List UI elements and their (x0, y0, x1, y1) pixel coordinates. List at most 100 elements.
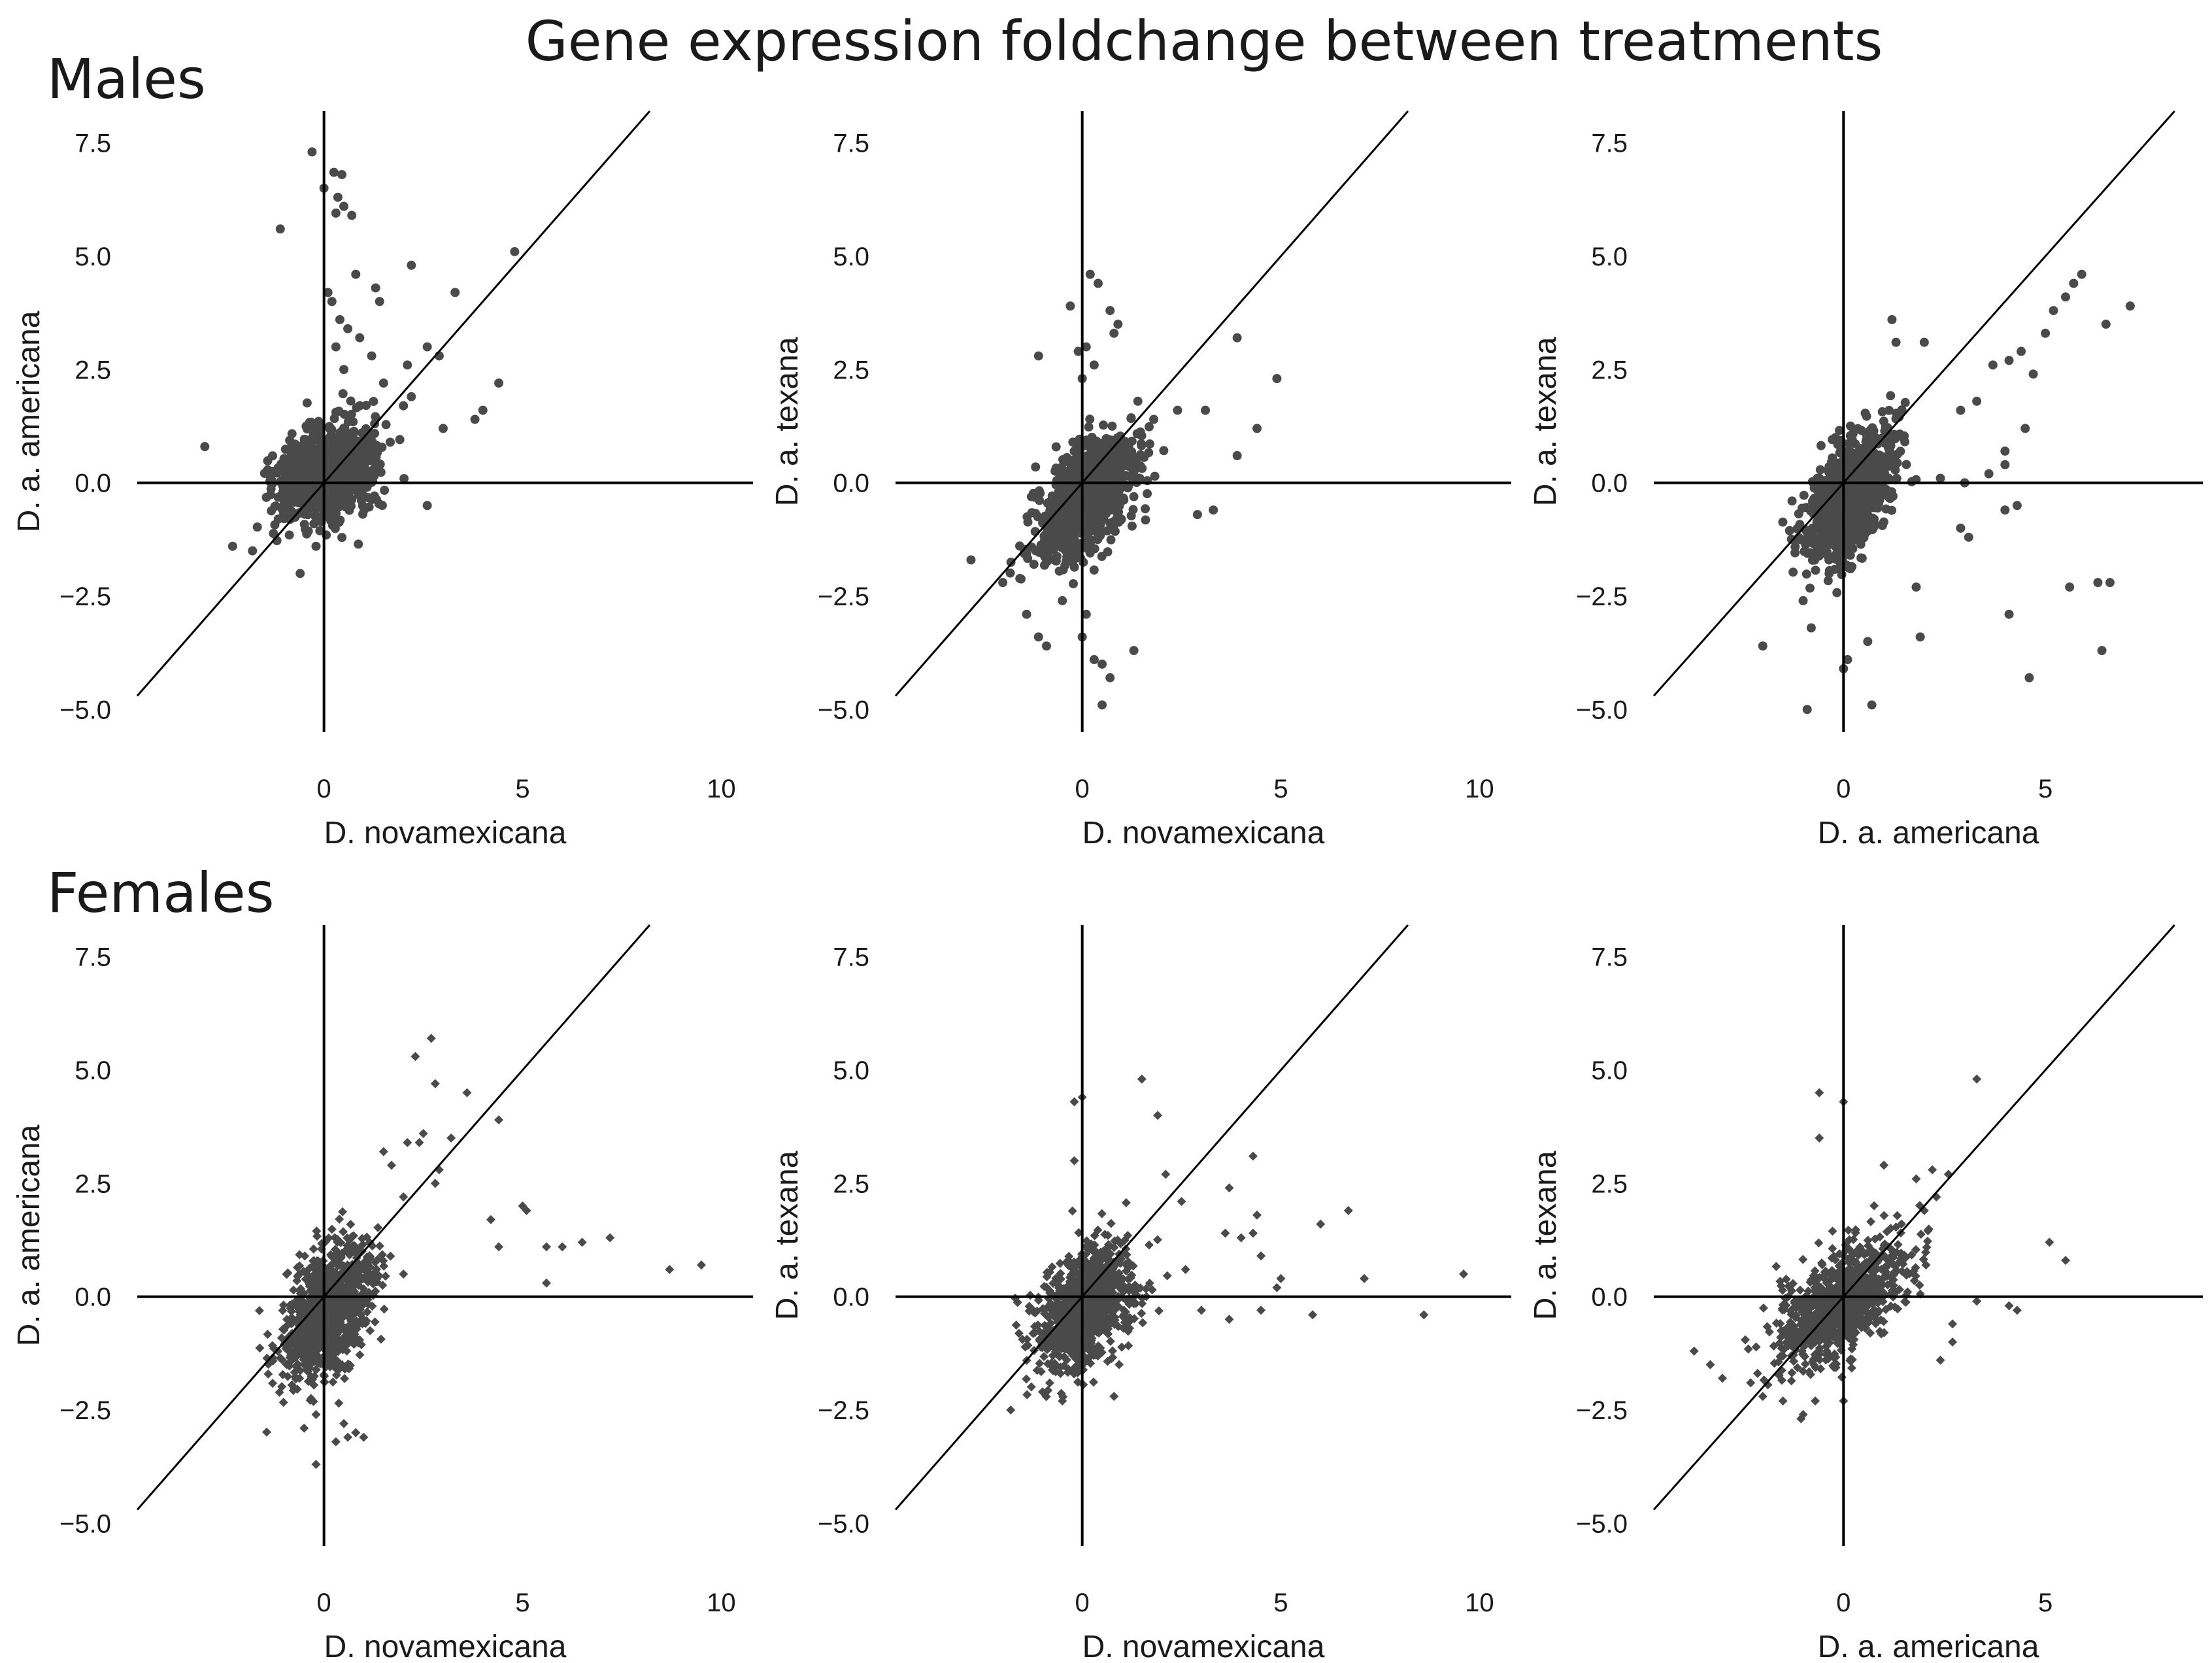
cluster-point (1866, 487, 1876, 497)
cluster-point (1778, 517, 1788, 527)
outlier-point (1252, 424, 1262, 433)
cluster-point (1062, 556, 1071, 566)
cluster-point (1073, 441, 1082, 450)
cluster-point (1856, 444, 1866, 454)
cluster-point (343, 1277, 353, 1286)
cluster-point (337, 1249, 347, 1258)
y-tick-label: 0.0 (75, 469, 111, 498)
cluster-point (277, 504, 287, 514)
cluster-point (1071, 465, 1081, 475)
cluster-point (287, 1313, 297, 1322)
cluster-point (365, 1252, 375, 1262)
outlier-point (1802, 705, 1812, 714)
cluster-point (378, 1256, 388, 1266)
outlier-point (333, 192, 343, 202)
cluster-point (1106, 535, 1116, 545)
y-axis-title: D. a. americana (12, 1124, 46, 1346)
cluster-point (1084, 467, 1094, 477)
cluster-point (344, 1304, 354, 1314)
cluster-point (1014, 1328, 1024, 1338)
y-tick-label: 0.0 (833, 469, 869, 498)
cluster-point (386, 1251, 395, 1261)
scatter-panel-3: −5.0−2.50.02.55.07.50 5D. a. americanaD. … (1528, 110, 2203, 850)
outlier-point (422, 342, 432, 352)
cluster-point (288, 1285, 298, 1295)
cluster-point (309, 1244, 318, 1254)
scatter-panel-1: −5.0−2.50.02.55.07.50 5 10D. novamexicanaD… (12, 110, 753, 850)
outlier-point (1964, 532, 1973, 542)
cluster-point (1069, 455, 1079, 465)
scatter-panel-4: −5.0−2.50.02.55.07.50 5 10D. novamexicanaD… (12, 924, 753, 1663)
cluster-point (1892, 473, 1902, 483)
cluster-point (367, 1301, 377, 1311)
outlier-point (1022, 609, 1031, 619)
outlier-point (327, 297, 337, 307)
cluster-point (309, 1256, 318, 1266)
cluster-point (341, 502, 350, 512)
cluster-point (338, 389, 348, 399)
cluster-point (1044, 1343, 1054, 1353)
cluster-point (278, 1369, 288, 1379)
cluster-point (1121, 1244, 1131, 1254)
cluster-point (356, 466, 365, 476)
cluster-point (1846, 532, 1856, 542)
cluster-point (1048, 1279, 1058, 1288)
cluster-point (363, 1269, 373, 1279)
cluster-point (327, 1224, 337, 1234)
outlier-point (1089, 655, 1099, 665)
y-tick-label: 7.5 (1591, 129, 1628, 158)
cluster-point (295, 1337, 305, 1347)
cluster-point (1011, 1320, 1021, 1330)
cluster-point (1150, 471, 1160, 481)
cluster-point (1145, 1278, 1154, 1288)
outlier-point (299, 1423, 309, 1433)
outlier-point (1105, 673, 1115, 682)
cluster-point (1126, 511, 1136, 520)
cluster-point (1805, 583, 1815, 593)
cluster-point (1051, 463, 1061, 473)
cluster-point (1835, 448, 1845, 458)
cluster-point (305, 1343, 314, 1352)
outlier-point (1232, 333, 1242, 343)
cluster-point (1862, 512, 1871, 522)
cluster-point (1882, 454, 1892, 463)
outlier-point (470, 414, 480, 424)
outlier-point (2077, 269, 2086, 279)
cluster-point (1137, 1309, 1147, 1319)
cluster-point (1877, 467, 1886, 477)
outlier-point (446, 1133, 456, 1143)
cluster-point (1052, 552, 1062, 562)
cluster-point (1121, 448, 1131, 458)
cluster-point (367, 466, 377, 476)
cluster-point (300, 1251, 310, 1261)
cluster-point (365, 428, 375, 438)
cluster-point (1105, 1249, 1115, 1259)
cluster-point (331, 509, 341, 518)
cluster-point (292, 1302, 302, 1312)
cluster-point (1030, 1328, 1039, 1337)
outlier-point (311, 1409, 321, 1419)
cluster-point (1023, 517, 1033, 527)
cluster-point (1864, 461, 1873, 471)
cluster-point (1848, 492, 1858, 501)
outlier-point (355, 401, 365, 411)
cluster-point (355, 1335, 365, 1345)
cluster-point (328, 1377, 338, 1387)
y-tick-label: −5.0 (1576, 696, 1628, 724)
outlier-point (1956, 523, 1966, 533)
outlier-point (1033, 632, 1043, 642)
outlier-point (1201, 405, 1211, 415)
cluster-point (312, 1226, 322, 1236)
outlier-point (2020, 424, 2030, 433)
cluster-point (278, 1324, 288, 1334)
cluster-point (365, 1237, 375, 1247)
cluster-point (285, 1340, 295, 1350)
cluster-point (1086, 535, 1096, 545)
outlier-point (2000, 446, 2010, 456)
cluster-point (1106, 1218, 1116, 1228)
cluster-point (324, 1356, 334, 1366)
y-axis-title: D. a. americana (12, 311, 46, 532)
cluster-point (1815, 465, 1825, 475)
outlier-point (696, 1260, 706, 1270)
x-axis-title: D. novamexicana (1082, 816, 1325, 850)
